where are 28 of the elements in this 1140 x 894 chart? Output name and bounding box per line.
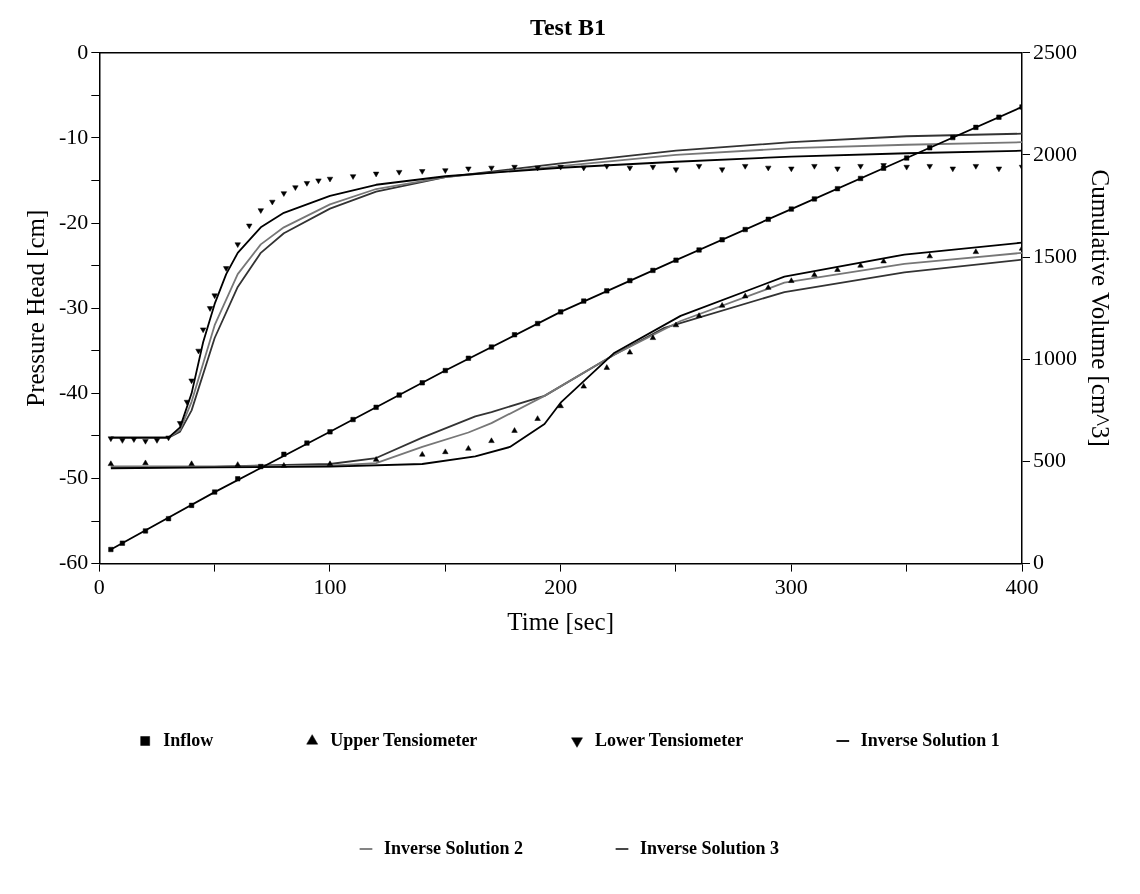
legend-label: Lower Tensiometer	[595, 729, 744, 750]
legend-label: Inverse Solution 3	[640, 837, 780, 858]
x-tick-label: 200	[544, 573, 578, 599]
x-tick-label: 100	[313, 573, 347, 599]
y-tick-label: -20	[59, 208, 89, 234]
legend-label: Inverse Solution 1	[860, 729, 1000, 750]
y-tick-label: 0	[77, 38, 89, 64]
x-axis-title: Time [sec]	[507, 607, 615, 635]
y2-tick-label: 1000	[1033, 345, 1077, 371]
x-tick-label: 300	[774, 573, 808, 599]
x-tick-label: 400	[1005, 573, 1039, 599]
y-axis-title: Pressure Head [cm]	[21, 209, 49, 407]
y2-tick-label: 2000	[1033, 140, 1077, 166]
chart-title: Test B1	[530, 13, 606, 40]
y-tick-label: -40	[59, 379, 89, 405]
y2-axis-title: Cumulative Volume [cm^3]	[1087, 169, 1115, 447]
x-tick-label: 0	[93, 573, 105, 599]
y-tick-label: -10	[59, 123, 89, 149]
y-tick-label: -50	[59, 464, 89, 490]
y2-tick-label: 2500	[1033, 38, 1077, 64]
y-tick-label: -30	[59, 293, 89, 319]
legend-label: Inverse Solution 2	[383, 837, 524, 858]
y2-tick-label: 0	[1033, 549, 1044, 575]
y2-tick-label: 1500	[1033, 242, 1077, 268]
y2-tick-label: 500	[1033, 447, 1066, 473]
legend-label: Inflow	[163, 729, 214, 750]
y-tick-label: -60	[59, 549, 89, 575]
legend-label: Upper Tensiometer	[330, 729, 478, 750]
